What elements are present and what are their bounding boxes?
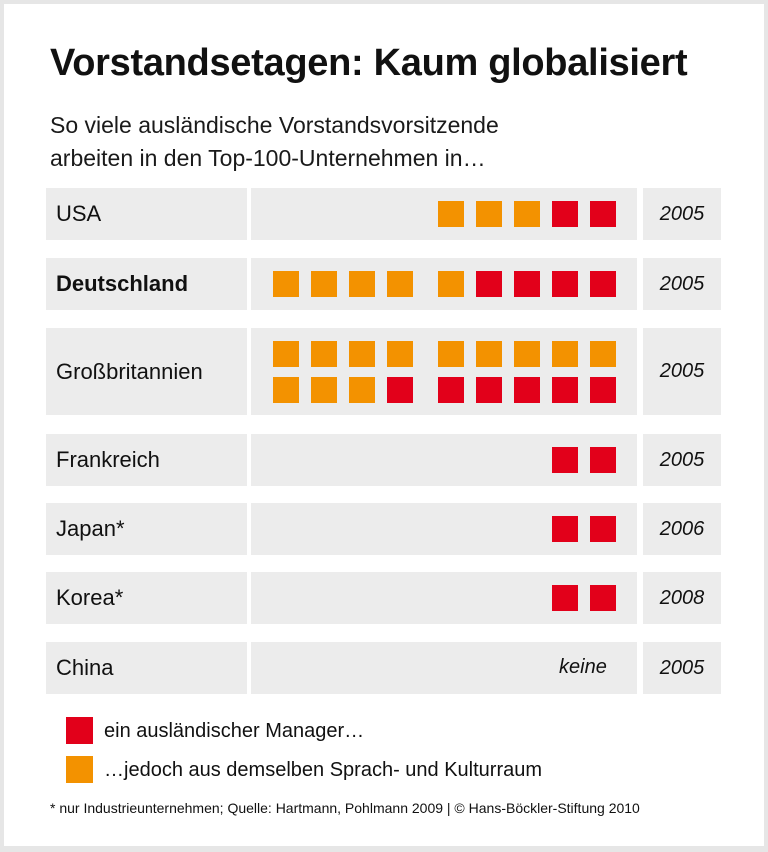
chart-title: Vorstandsetagen: Kaum globalisiert: [50, 42, 688, 84]
row-year: 2006: [643, 503, 721, 555]
square-same-culture: [438, 271, 464, 297]
row-squares-area: [251, 642, 637, 694]
square-foreign: [552, 377, 578, 403]
row-year: 2008: [643, 572, 721, 624]
square-foreign: [552, 516, 578, 542]
square-same-culture: [438, 341, 464, 367]
row-label: Frankreich: [46, 434, 247, 486]
row-squares-area: [251, 572, 637, 624]
square-foreign: [590, 585, 616, 611]
square-same-culture: [476, 201, 502, 227]
square-same-culture: [273, 271, 299, 297]
row-squares-area: [251, 503, 637, 555]
square-foreign: [552, 447, 578, 473]
row-label: USA: [46, 188, 247, 240]
square-foreign: [514, 271, 540, 297]
square-same-culture: [349, 271, 375, 297]
row-note: keine: [559, 656, 607, 678]
subtitle-line-1: So viele ausländische Vorstandsvorsitzen…: [50, 112, 499, 138]
row-squares-area: [251, 434, 637, 486]
square-same-culture: [590, 341, 616, 367]
square-foreign: [476, 271, 502, 297]
square-foreign: [476, 377, 502, 403]
square-same-culture: [476, 341, 502, 367]
square-same-culture: [349, 377, 375, 403]
square-same-culture: [552, 341, 578, 367]
square-foreign: [387, 377, 413, 403]
legend-swatch-same-culture: [66, 756, 93, 783]
square-same-culture: [514, 201, 540, 227]
square-foreign: [552, 201, 578, 227]
square-same-culture: [273, 377, 299, 403]
row-label: Japan*: [46, 503, 247, 555]
square-foreign: [552, 271, 578, 297]
square-foreign: [552, 585, 578, 611]
square-foreign: [590, 201, 616, 227]
square-same-culture: [311, 377, 337, 403]
square-foreign: [590, 447, 616, 473]
row-year: 2005: [643, 434, 721, 486]
row-year: 2005: [643, 258, 721, 310]
square-foreign: [590, 516, 616, 542]
legend-label-same-culture: …jedoch aus demselben Sprach- und Kultur…: [104, 759, 543, 781]
legend-swatch-foreign: [66, 717, 93, 744]
square-same-culture: [514, 341, 540, 367]
square-foreign: [590, 271, 616, 297]
square-same-culture: [311, 341, 337, 367]
square-same-culture: [387, 341, 413, 367]
legend-label-foreign: ein ausländischer Manager…: [104, 720, 365, 742]
row-year: 2005: [643, 328, 721, 415]
row-label: Korea*: [46, 572, 247, 624]
square-same-culture: [311, 271, 337, 297]
row-label: Deutschland: [46, 258, 247, 310]
square-foreign: [514, 377, 540, 403]
row-year: 2005: [643, 642, 721, 694]
infographic: Vorstandsetagen: Kaum globalisiert So vi…: [4, 4, 764, 846]
square-same-culture: [438, 201, 464, 227]
square-same-culture: [349, 341, 375, 367]
footer-source: * nur Industrieunternehmen; Quelle: Hart…: [50, 800, 640, 816]
square-same-culture: [387, 271, 413, 297]
square-foreign: [590, 377, 616, 403]
row-label: Großbritannien: [46, 328, 247, 415]
subtitle-line-2: arbeiten in den Top-100-Unternehmen in…: [50, 145, 486, 171]
square-foreign: [438, 377, 464, 403]
square-same-culture: [273, 341, 299, 367]
row-label: China: [46, 642, 247, 694]
row-year: 2005: [643, 188, 721, 240]
